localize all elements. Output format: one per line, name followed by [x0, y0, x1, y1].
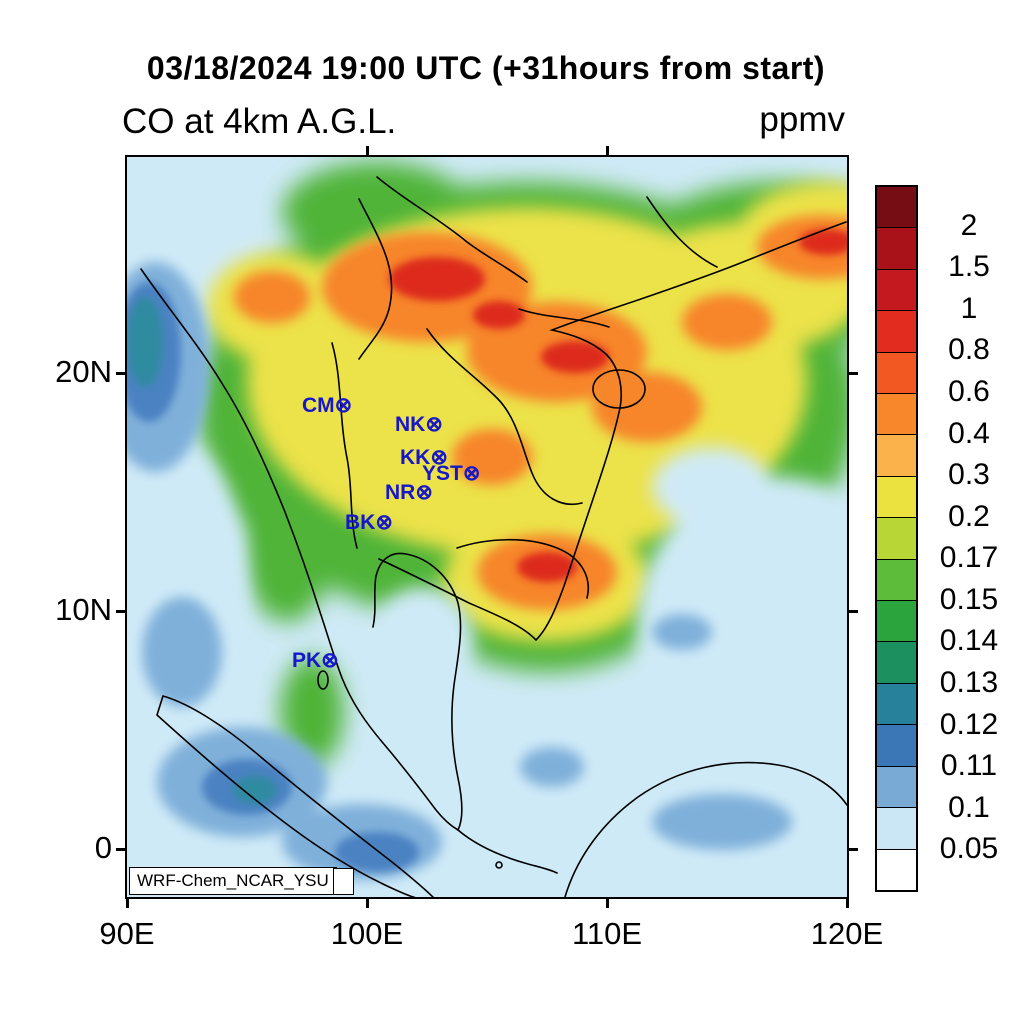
x-tick-mark — [126, 899, 129, 908]
colorbar-segment — [877, 808, 916, 850]
colorbar-segment — [877, 766, 916, 809]
colorbar-tick-label: 0.8 — [948, 333, 990, 367]
colorbar-tick-label: 2 — [960, 208, 978, 242]
colorbar-segment — [877, 187, 916, 229]
colorbar-tick-label: 0.05 — [939, 832, 999, 866]
model-label: WRF-Chem_NCAR_YSU — [129, 867, 337, 895]
y-tick-mark-right — [849, 848, 858, 851]
colorbar-tick-label: 1.5 — [948, 250, 990, 284]
x-axis-label: 110E — [571, 916, 643, 951]
colorbar-segment — [877, 269, 916, 312]
x-tick-mark — [606, 899, 609, 908]
timestamp-title: 03/18/2024 19:00 UTC (+31hours from star… — [146, 50, 826, 86]
colorbar-tick-label: 1 — [960, 291, 978, 325]
colorbar-tick-label: 0.15 — [939, 582, 999, 616]
colorbar-segment — [877, 559, 916, 602]
y-tick-mark — [116, 848, 125, 851]
colorbar-tick-label: 0.3 — [948, 458, 990, 492]
colorbar-tick-label: 0.17 — [939, 541, 999, 575]
colorbar-tick-label: 0.2 — [948, 499, 990, 533]
colorbar-tick-label: 0.13 — [939, 666, 999, 700]
x-axis-label: 90E — [99, 916, 155, 951]
station-marker-cm: CM⊗ — [302, 394, 352, 417]
y-axis-label: 0 — [94, 830, 112, 865]
station-marker-nk: NK⊗ — [395, 413, 443, 436]
station-marker-kk: KK⊗ — [400, 446, 448, 469]
x-tick-mark-top — [606, 146, 609, 155]
variable-title: CO at 4km A.G.L. — [122, 102, 397, 141]
colorbar-segment — [877, 311, 916, 353]
units-label: ppmv — [759, 100, 845, 139]
y-axis-label: 20N — [55, 354, 112, 389]
y-tick-mark-right — [849, 610, 858, 613]
corner-box — [333, 868, 354, 895]
station-marker-bk: BK⊗ — [345, 511, 393, 534]
colorbar-segment — [877, 725, 916, 767]
co-field-teal-layer — [127, 297, 277, 804]
x-tick-mark — [366, 899, 369, 908]
colorbar-tick-label: 0.4 — [948, 416, 990, 450]
colorbar-segment — [877, 435, 916, 477]
colorbar-tick-label: 0.1 — [948, 790, 990, 824]
colorbar-segment — [877, 394, 916, 436]
colorbar-tick-label: 0.6 — [948, 374, 990, 408]
colorbar-tick-label: 0.12 — [939, 707, 999, 741]
colorbar-segment — [877, 352, 916, 395]
colorbar-segment — [877, 683, 916, 726]
coastlines — [140, 176, 847, 897]
colorbar-segment — [877, 518, 916, 560]
x-tick-mark — [846, 899, 849, 908]
x-axis-label: 100E — [330, 916, 404, 951]
station-markers-group: CM⊗ NK⊗ KK⊗YST⊗NR⊗ BK⊗ PK⊗ — [292, 394, 480, 672]
colorbar — [875, 185, 918, 892]
colorbar-segment — [877, 849, 916, 890]
y-tick-mark — [116, 610, 125, 613]
colorbar-segment — [877, 476, 916, 519]
colorbar-tick-label: 0.11 — [940, 749, 998, 783]
colorbar-segment — [877, 601, 916, 643]
colorbar-segment — [877, 228, 916, 270]
station-marker-nr: NR⊗ — [385, 481, 433, 504]
y-axis-label: 10N — [55, 592, 112, 627]
colorbar-tick-label: 0.14 — [939, 624, 999, 658]
y-tick-mark-right — [849, 372, 858, 375]
station-marker-yst: YST⊗ — [422, 462, 480, 485]
y-tick-mark — [116, 372, 125, 375]
x-tick-mark-top — [366, 146, 369, 155]
station-marker-pk: PK⊗ — [292, 649, 339, 672]
map-plot-area: CM⊗ NK⊗ KK⊗ YST⊗ NR⊗ BK⊗ PK⊗ WRF-Chem_NCAR_YSU — [125, 155, 849, 899]
x-axis-label: 120E — [810, 916, 884, 951]
colorbar-segment — [877, 642, 916, 684]
co-concentration-map: CM⊗ NK⊗ KK⊗YST⊗NR⊗ BK⊗ PK⊗ — [127, 157, 847, 897]
